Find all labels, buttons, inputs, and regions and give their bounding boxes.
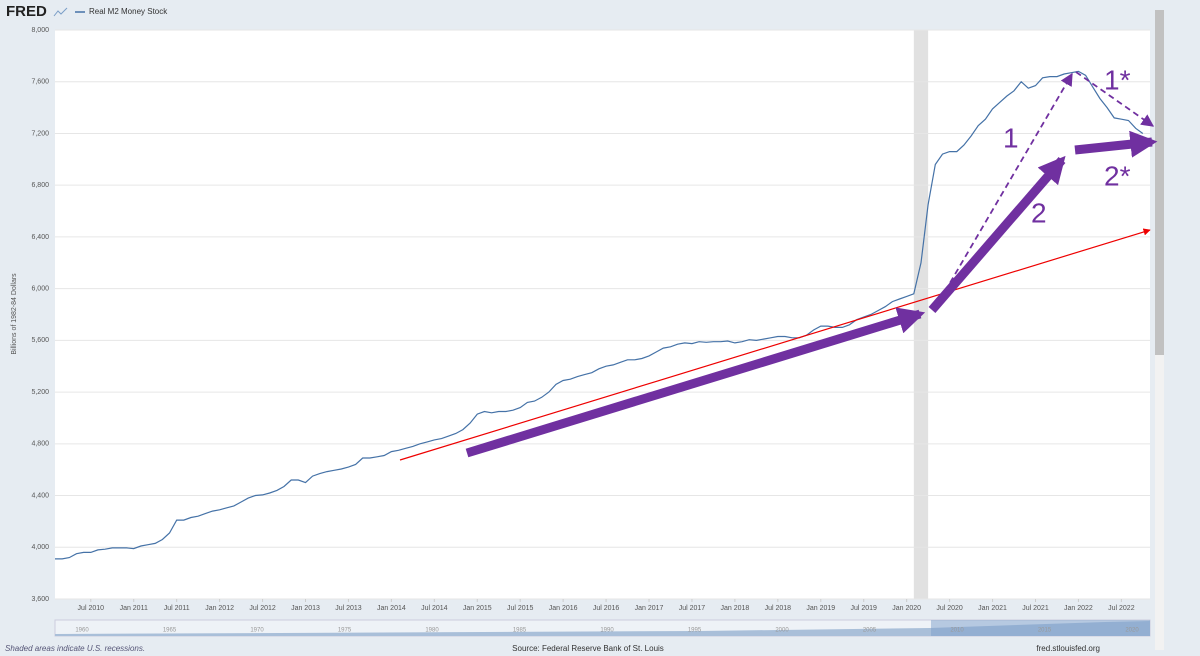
x-tick-label: Jan 2016 — [549, 605, 578, 612]
navigator-label: 1995 — [688, 628, 702, 634]
x-tick-label: Jul 2016 — [593, 605, 620, 612]
navigator-label: 2005 — [863, 628, 877, 634]
x-tick-label: Jan 2021 — [978, 605, 1007, 612]
y-tick-label: 5,200 — [31, 389, 49, 396]
series-line — [55, 70, 1144, 560]
x-tick-label: Jul 2012 — [249, 605, 276, 612]
y-tick-label: 4,000 — [31, 544, 49, 551]
dashed-arrow — [939, 72, 1073, 301]
y-tick-label: 6,800 — [31, 182, 49, 189]
x-tick-label: Jan 2017 — [635, 605, 664, 612]
x-tick-label: Jul 2015 — [507, 605, 534, 612]
plot-area — [55, 30, 1150, 599]
navigator-window[interactable] — [931, 620, 1150, 636]
y-tick-label: 7,600 — [31, 79, 49, 86]
x-tick-label: Jan 2015 — [463, 605, 492, 612]
navigator-label: 2015 — [1038, 628, 1052, 634]
navigator-label: 1990 — [600, 628, 614, 634]
scrollbar-thumb[interactable] — [1155, 10, 1164, 355]
navigator-label: 1980 — [425, 628, 439, 634]
annotations: 1 2 1* 2* — [399, 64, 1158, 461]
x-tick-label: Jan 2013 — [291, 605, 320, 612]
x-tick-label: Jul 2011 — [164, 605, 190, 612]
x-tick-label: Jul 2018 — [765, 605, 792, 612]
trend-arrow — [399, 228, 1151, 461]
x-tick-label: Jan 2011 — [120, 605, 148, 612]
dashed-arrow — [1075, 71, 1155, 127]
y-tick-label: 3,600 — [31, 596, 49, 603]
navigator-label: 2010 — [950, 628, 964, 634]
brand: FRED — [6, 3, 47, 20]
annotation-label: 2 — [1031, 197, 1047, 228]
navigator-label: 2020 — [1125, 628, 1139, 634]
legend-label: Real M2 Money Stock — [89, 7, 168, 16]
y-tick-label: 7,200 — [31, 130, 49, 137]
source: Source: Federal Reserve Bank of St. Loui… — [512, 644, 664, 653]
navigator-label: 1960 — [75, 628, 89, 634]
x-tick-label: Jan 2019 — [806, 605, 835, 612]
y-axis-label: Billions of 1982-84 Dollars — [11, 273, 18, 355]
x-tick-label: Jan 2012 — [205, 605, 234, 612]
y-tick-label: 6,000 — [31, 285, 49, 292]
annotation-label: 1* — [1104, 64, 1131, 95]
footnote: Shaded areas indicate U.S. recessions. — [5, 644, 145, 653]
x-tick-label: Jul 2021 — [1022, 605, 1049, 612]
x-tick-label: Jan 2018 — [720, 605, 749, 612]
purple-arrow — [465, 307, 926, 458]
x-tick-label: Jul 2017 — [679, 605, 706, 612]
purple-arrow — [1074, 130, 1158, 158]
y-tick-label: 6,400 — [31, 234, 49, 241]
x-tick-label: Jan 2014 — [377, 605, 406, 612]
navigator-label: 1965 — [163, 628, 177, 634]
y-tick-label: 4,800 — [31, 441, 49, 448]
y-tick-label: 4,400 — [31, 492, 49, 499]
x-tick-label: Jul 2022 — [1108, 605, 1135, 612]
x-tick-label: Jan 2022 — [1064, 605, 1093, 612]
y-tick-label: 5,600 — [31, 337, 49, 344]
x-tick-label: Jul 2013 — [335, 605, 362, 612]
purple-arrow — [928, 155, 1066, 313]
x-tick-label: Jul 2019 — [850, 605, 877, 612]
navigator-area — [55, 621, 1150, 636]
x-tick-label: Jan 2020 — [892, 605, 921, 612]
annotation-label: 1 — [1003, 122, 1019, 153]
annotation-label: 2* — [1104, 160, 1131, 191]
site: fred.stlouisfed.org — [1036, 644, 1100, 653]
navigator-label: 1970 — [250, 628, 264, 634]
navigator-label: 1975 — [338, 628, 352, 634]
y-tick-label: 8,000 — [31, 27, 49, 34]
x-tick-label: Jul 2010 — [78, 605, 105, 612]
x-tick-label: Jul 2020 — [936, 605, 963, 612]
navigator-label: 1985 — [513, 628, 527, 634]
x-tick-label: Jul 2014 — [421, 605, 448, 612]
navigator-label: 2000 — [775, 628, 789, 634]
brand-icon — [53, 7, 68, 17]
